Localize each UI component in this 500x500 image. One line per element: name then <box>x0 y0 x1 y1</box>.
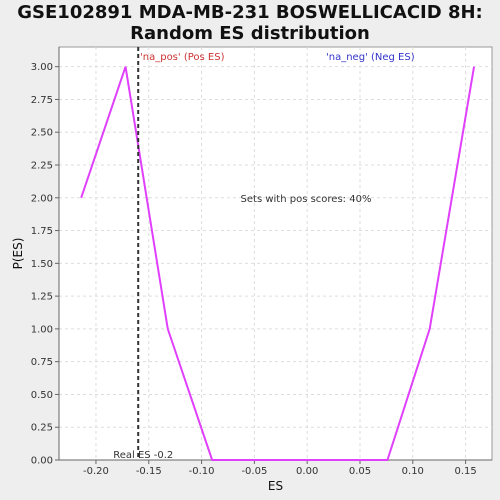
chart-marks <box>80 47 476 461</box>
chart-title-line2: Random ES distribution <box>130 23 370 44</box>
x-tick-label: 0.00 <box>296 466 318 477</box>
x-tick-label: 0.05 <box>349 466 371 477</box>
y-tick-label: 2.25 <box>31 161 53 172</box>
y-axis-label: P(ES) <box>11 238 25 270</box>
grid-lines <box>59 47 492 461</box>
x-tick-label: 0.10 <box>402 466 424 477</box>
y-tick-label: 0.25 <box>31 423 53 434</box>
y-tick-label: 1.50 <box>31 259 53 270</box>
es-density-line <box>80 66 476 461</box>
neg-es-label: 'na_neg' (Neg ES) <box>326 52 415 63</box>
chart-title-line1: GSE102891 MDA-MB-231 BOSWELLICACID 8H: <box>17 2 483 23</box>
x-tick-label: -0.15 <box>136 466 162 477</box>
x-tick-label: -0.10 <box>189 466 215 477</box>
y-tick-label: 1.75 <box>31 226 53 237</box>
pos-score-summary: Sets with pos scores: 40% <box>241 194 372 205</box>
y-tick-label: 0.50 <box>31 390 53 401</box>
y-tick-label: 3.00 <box>31 62 53 73</box>
x-tick-label: -0.05 <box>241 466 267 477</box>
x-tick-label: -0.20 <box>83 466 109 477</box>
x-axis-label: ES <box>268 479 283 493</box>
y-tick-label: 1.00 <box>31 324 53 335</box>
pos-es-label: 'na_pos' (Pos ES) <box>140 52 225 63</box>
y-tick-label: 2.50 <box>31 128 53 139</box>
y-tick-label: 0.00 <box>31 456 53 467</box>
y-tick-label: 0.75 <box>31 357 53 368</box>
x-tick-label: 0.15 <box>454 466 476 477</box>
plot-area <box>58 46 493 461</box>
y-tick-label: 2.00 <box>31 193 53 204</box>
chart-title: GSE102891 MDA-MB-231 BOSWELLICACID 8H: R… <box>0 2 500 44</box>
y-tick-label: 1.25 <box>31 292 53 303</box>
y-tick-label: 2.75 <box>31 95 53 106</box>
real-es-label: Real ES -0.2 <box>113 450 173 461</box>
